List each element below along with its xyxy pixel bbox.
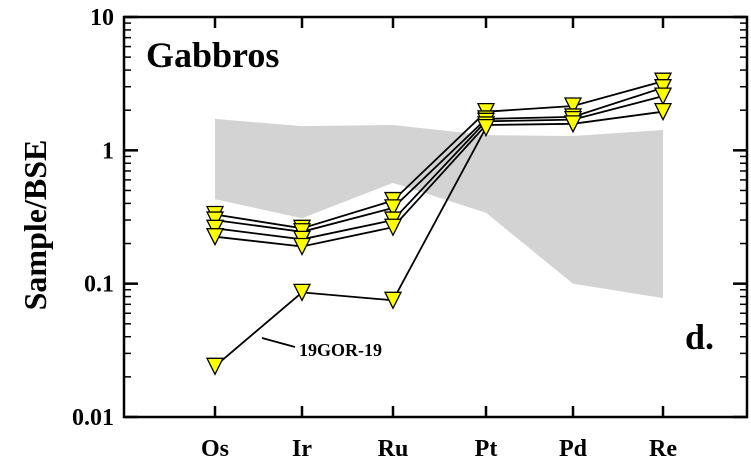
data-point-s5-ir <box>292 283 312 302</box>
data-point-s3-re <box>653 87 673 106</box>
y-tick-label: 0.1 <box>84 272 114 298</box>
y-axis-title: Sample/BSE <box>17 140 53 311</box>
data-point-s5-ru <box>383 291 403 310</box>
series-line-4 <box>214 110 664 248</box>
data-point-s2-ru <box>383 199 403 218</box>
data-point-s5-os <box>205 357 225 376</box>
series-line-5 <box>214 127 487 367</box>
annotation-sample-label: 19GOR-19 <box>299 340 382 360</box>
x-category-label-pd: Pd <box>559 436 588 462</box>
data-point-s4-pd <box>563 115 583 134</box>
panel-title: Gabbros <box>146 35 279 75</box>
data-point-s4-os <box>205 228 225 247</box>
x-category-label-ru: Ru <box>378 436 409 462</box>
data-point-s5-pt <box>476 118 496 138</box>
plot-frame <box>122 15 749 419</box>
panel-letter: d. <box>685 317 714 357</box>
data-point-s1-pd <box>563 97 583 116</box>
series-line-2 <box>214 86 664 233</box>
data-point-s4-ru <box>383 218 403 237</box>
annotation-leader-line <box>261 337 296 348</box>
series-line-3 <box>214 95 664 241</box>
x-category-label-re: Re <box>649 436 677 462</box>
x-category-label-pt: Pt <box>475 436 498 462</box>
y-tick-label: 10 <box>90 5 114 31</box>
x-category-label-ir: Ir <box>292 436 312 462</box>
x-category-label-os: Os <box>201 436 229 462</box>
reference-range-shade <box>215 118 663 299</box>
data-point-s4-ir <box>292 237 312 256</box>
data-point-s4-re <box>653 103 673 122</box>
y-tick-label: 0.01 <box>72 405 114 431</box>
y-tick-label: 1 <box>102 138 114 164</box>
series-line-1 <box>214 80 664 230</box>
